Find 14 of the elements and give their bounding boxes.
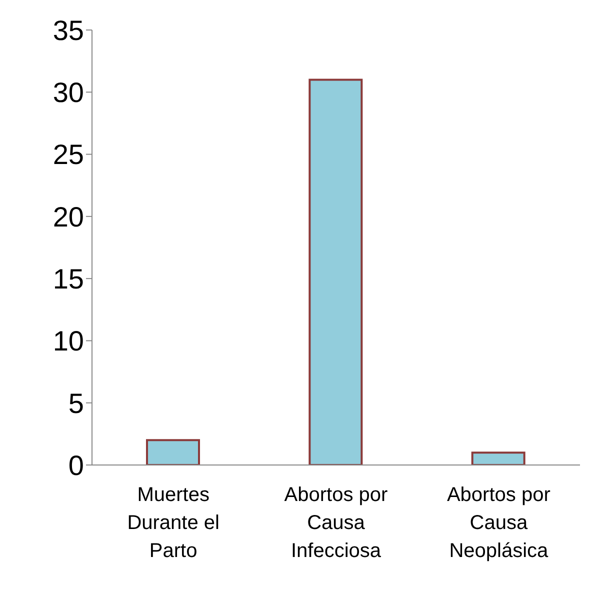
bar (471, 452, 526, 465)
y-tick-label: 30 (52, 77, 84, 108)
y-tick-label: 10 (52, 326, 84, 357)
bar (308, 78, 363, 465)
x-tick-label: Abortos por Causa Infecciosa (284, 484, 388, 562)
y-tick-label: 5 (68, 388, 84, 419)
y-tick-label: 0 (68, 450, 84, 481)
bar (146, 439, 200, 465)
x-tick-label: Abortos por Causa Neoplásica (446, 484, 551, 562)
y-tick-label: 20 (52, 201, 84, 232)
y-tick-label: 15 (52, 264, 84, 295)
y-tick-label: 25 (52, 139, 84, 170)
x-tick-label: Muertes Durante el Parto (127, 484, 220, 562)
y-tick-label: 35 (52, 14, 84, 46)
